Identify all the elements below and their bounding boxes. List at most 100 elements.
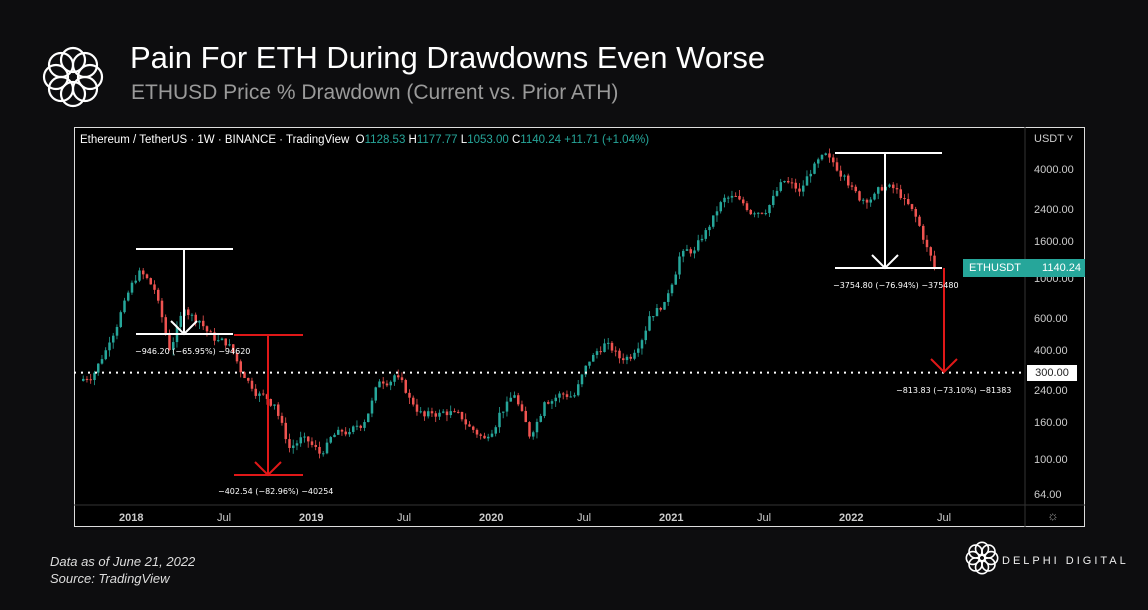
candle-body: [813, 163, 816, 174]
candle-body: [243, 372, 246, 379]
candle-body: [622, 358, 625, 361]
candle-body: [157, 289, 160, 301]
candle-body: [817, 159, 820, 164]
candle-body: [715, 211, 719, 216]
candle-body: [757, 212, 760, 214]
data-date: Data as of June 21, 2022: [50, 554, 196, 569]
candle-body: [824, 153, 827, 155]
candle-body: [209, 331, 212, 333]
y-tick-label: 600.00: [1034, 313, 1068, 325]
x-tick-label: Jul: [397, 512, 411, 524]
candle-body: [247, 378, 250, 381]
candle-body: [543, 402, 546, 417]
candle-body: [502, 411, 505, 413]
candle-body: [584, 365, 587, 375]
candle-body: [532, 432, 535, 437]
candle-body: [704, 230, 707, 239]
drawdown-label: −813.83 (−73.10%) −81383: [896, 386, 1012, 395]
candle-body: [730, 195, 734, 198]
y-tick-label: 100.00: [1034, 454, 1068, 466]
candle-body: [760, 212, 764, 214]
candle-body: [295, 443, 299, 446]
candle-body: [333, 434, 336, 438]
candle-body: [667, 293, 670, 302]
candle-body: [573, 395, 576, 397]
candle-body: [678, 256, 681, 275]
candle-body: [359, 425, 362, 428]
candle-body: [303, 436, 306, 438]
settings-gear-icon[interactable]: ☼: [1047, 508, 1059, 523]
candle-body: [753, 213, 756, 215]
candle-body: [235, 352, 239, 362]
price-tag-price: 1140.24: [1042, 262, 1081, 274]
candle-body: [187, 309, 190, 316]
candlestick-chart[interactable]: 4000.002400.001600.001000.00600.00400.00…: [74, 127, 1085, 527]
candle-body: [734, 195, 737, 197]
candle-body: [689, 249, 692, 254]
candle-body: [97, 363, 100, 373]
candle-body: [367, 413, 370, 423]
candle-body: [179, 315, 182, 327]
candle-body: [288, 439, 291, 448]
candle-body: [269, 398, 272, 406]
y-tick-label: 2400.00: [1034, 204, 1074, 216]
candle-body: [907, 199, 910, 205]
candle-body: [670, 284, 674, 294]
candle-body: [352, 426, 355, 432]
arrow-head: [254, 461, 282, 477]
high-value: 1177.77: [416, 134, 458, 146]
candle-body: [637, 348, 640, 353]
candle-body: [802, 185, 805, 192]
candle-body: [318, 446, 321, 454]
candle-body: [160, 300, 164, 318]
candle-body: [292, 445, 295, 448]
candle-body: [400, 377, 404, 381]
candle-body: [749, 210, 752, 215]
candle-body: [528, 422, 531, 437]
x-tick-label: 2022: [839, 512, 863, 524]
candle-body: [340, 429, 344, 432]
candle-body: [862, 199, 865, 201]
candle-body: [310, 441, 314, 445]
candle-body: [550, 401, 554, 404]
candle-body: [299, 437, 302, 444]
candle-body: [344, 431, 347, 435]
currency-selector[interactable]: USDT ˅: [1034, 133, 1074, 145]
candle-body: [415, 404, 419, 412]
candle-body: [558, 393, 561, 398]
candle-body: [708, 226, 711, 231]
close-label: C: [511, 134, 521, 146]
candle-body: [190, 314, 194, 316]
candle-body: [112, 335, 115, 343]
chart-panel[interactable]: [74, 127, 1085, 527]
x-tick-label: 2021: [659, 512, 683, 524]
price-tag-symbol: ETHUSDT: [969, 262, 1021, 274]
x-tick-label: 2020: [479, 512, 503, 524]
candle-body: [535, 421, 539, 433]
candle-body: [127, 292, 130, 301]
candle-body: [119, 312, 122, 327]
candle-body: [453, 411, 456, 413]
candle-body: [607, 342, 610, 344]
candle-body: [487, 436, 490, 439]
candle-body: [794, 182, 797, 189]
candle-body: [727, 197, 730, 199]
candle-body: [858, 191, 861, 201]
candle-body: [419, 411, 422, 413]
drawdown-label: −3754.80 (−76.94%) −375480: [833, 281, 959, 290]
y-tick-label: 4000.00: [1034, 164, 1074, 176]
candle-body: [457, 411, 460, 413]
candle-body: [922, 225, 925, 240]
candle-body: [100, 359, 104, 364]
candle-body: [513, 395, 516, 398]
candle-body: [787, 181, 790, 183]
candle-body: [205, 326, 209, 332]
y-tick-label: 64.00: [1034, 489, 1062, 501]
candle-body: [89, 379, 92, 381]
candle-body: [539, 416, 542, 422]
chart-legend: Ethereum / TetherUS · 1W · BINANCE · Tra…: [80, 134, 649, 146]
candle-body: [490, 433, 494, 437]
candle-body: [565, 394, 569, 397]
candle-body: [325, 442, 329, 454]
candle-body: [588, 361, 591, 366]
